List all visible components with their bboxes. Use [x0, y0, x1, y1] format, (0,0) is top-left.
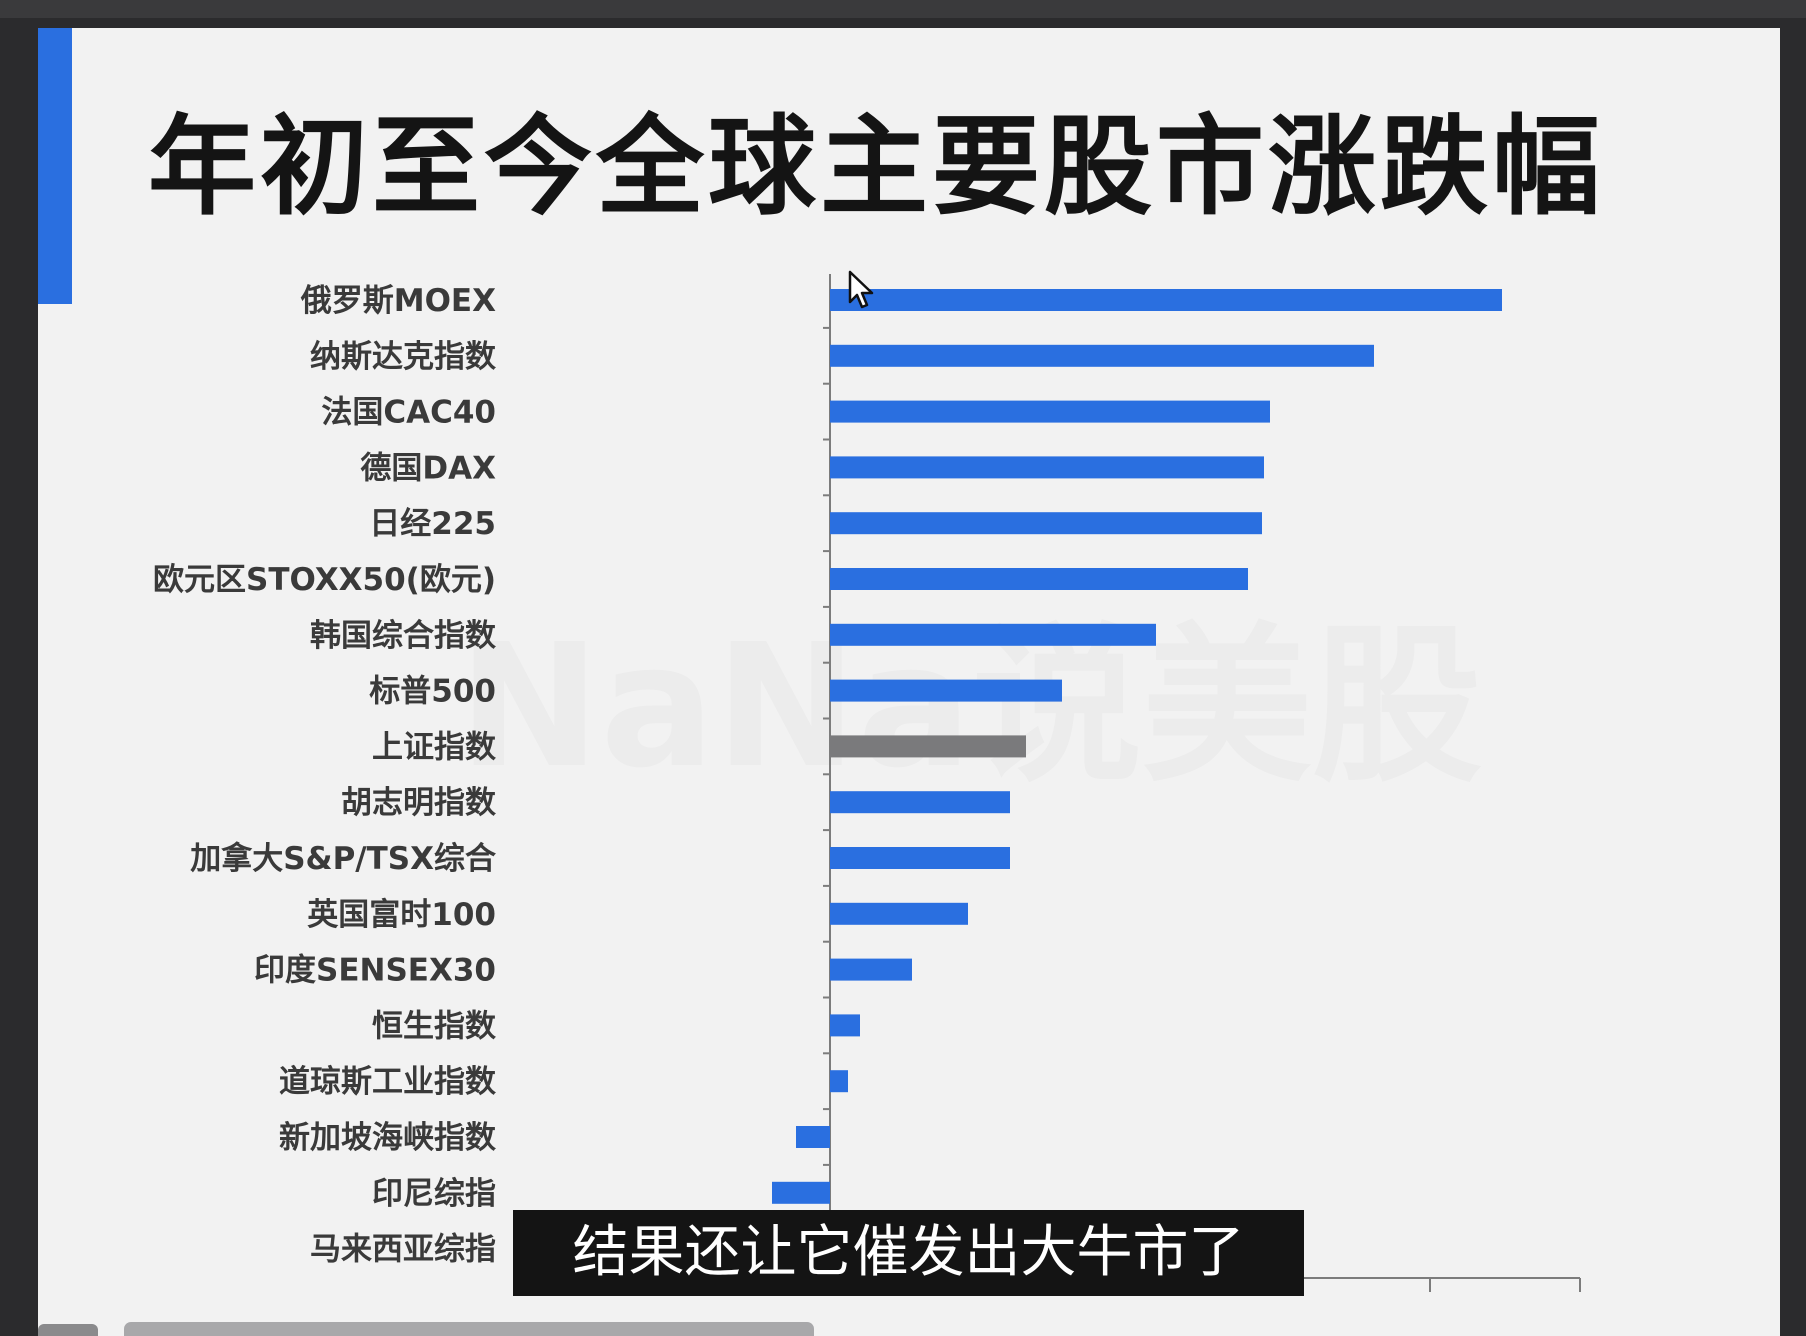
category-label: 恒生指数	[372, 1008, 496, 1044]
bar	[830, 902, 968, 925]
category-label: 标普500	[369, 674, 496, 710]
category-label: 法国CAC40	[321, 395, 496, 431]
bar	[830, 512, 1262, 535]
category-label: 上证指数	[372, 729, 496, 765]
bar	[830, 623, 1156, 646]
category-label: 韩国综合指数	[310, 618, 496, 654]
category-label: 新加坡海峡指数	[279, 1120, 496, 1156]
bar	[830, 344, 1374, 367]
category-label: 俄罗斯MOEX	[300, 283, 496, 319]
bar	[830, 735, 1026, 758]
chart-title: 年初至今全球主要股市涨跌幅	[148, 105, 1605, 230]
category-label: 胡志明指数	[341, 785, 496, 821]
bar	[830, 568, 1248, 590]
category-label: 纳斯达克指数	[310, 339, 496, 375]
category-label: 英国富时100	[307, 897, 496, 933]
category-label: 德国DAX	[360, 450, 496, 486]
category-label: 印尼综指	[372, 1176, 496, 1212]
bar	[830, 289, 1502, 311]
bar	[796, 1126, 830, 1148]
bar	[830, 847, 1010, 869]
category-label: 马来西亚综指	[310, 1232, 496, 1268]
scrollbar-thumb[interactable]	[124, 1322, 814, 1336]
bar	[830, 958, 912, 981]
mouse-cursor-icon	[848, 270, 874, 309]
category-label: 加拿大S&P/TSX综合	[190, 841, 496, 877]
bar	[772, 1181, 830, 1204]
category-label: 道琼斯工业指数	[279, 1064, 496, 1100]
slide-accent-bar	[38, 28, 72, 304]
scrollbar-left[interactable]	[38, 1324, 98, 1336]
bar	[830, 400, 1270, 423]
window-top-strip	[0, 0, 1806, 18]
video-subtitle: 结果还让它催发出大牛市了	[513, 1210, 1304, 1296]
bar	[830, 679, 1062, 702]
bar	[830, 1014, 860, 1037]
category-label: 印度SENSEX30	[254, 953, 496, 989]
category-label: 日经225	[369, 506, 496, 542]
bar	[830, 791, 1010, 814]
bar	[830, 1070, 848, 1093]
bar	[830, 456, 1264, 479]
category-label: 欧元区STOXX50(欧元)	[153, 562, 496, 598]
